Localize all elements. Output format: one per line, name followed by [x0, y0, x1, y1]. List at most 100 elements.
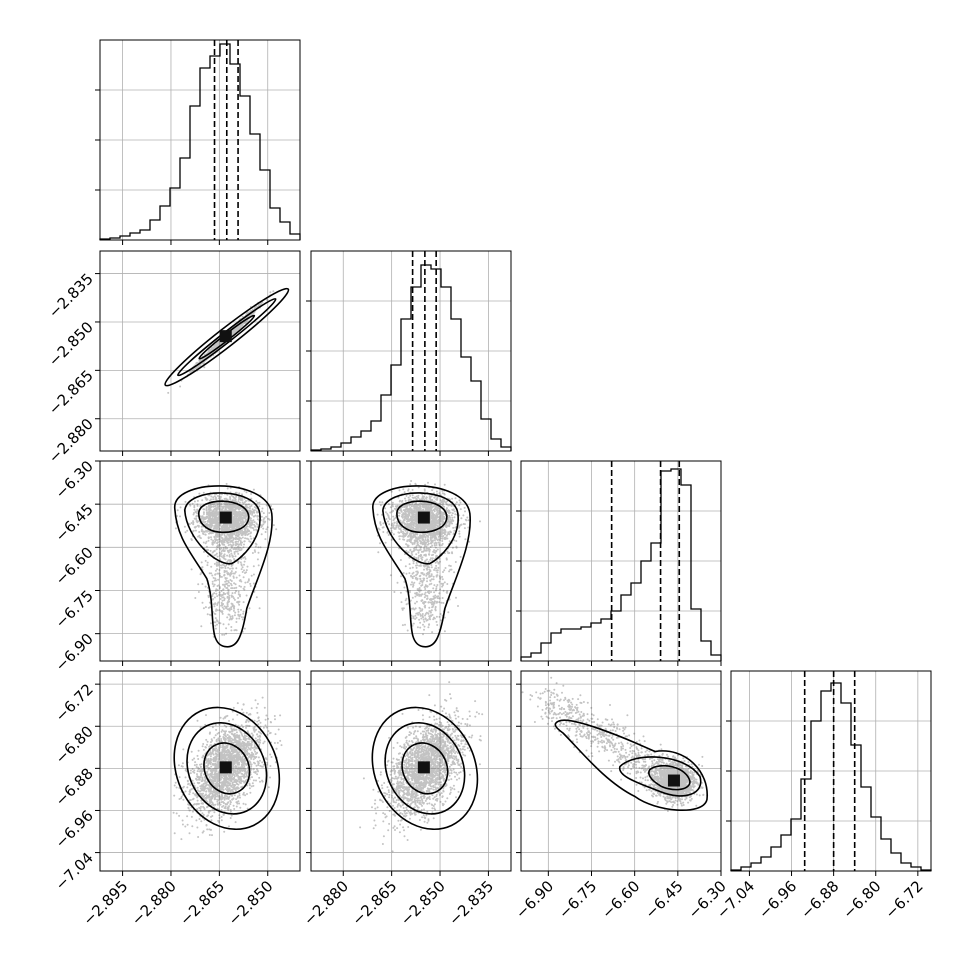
- scatter-point: [423, 554, 426, 556]
- scatter-point: [210, 347, 213, 350]
- scatter-point: [217, 513, 220, 516]
- scatter-point: [240, 529, 243, 532]
- scatter-point: [238, 325, 241, 328]
- scatter-point: [230, 570, 233, 573]
- scatter-point: [429, 509, 432, 512]
- scatter-point: [209, 530, 212, 533]
- scatter-point: [216, 620, 219, 623]
- scatter-point: [216, 507, 219, 510]
- scatter-point: [196, 510, 199, 513]
- scatter-point: [417, 486, 420, 489]
- scatter-point: [210, 524, 213, 527]
- scatter-point: [218, 609, 221, 612]
- scatter-point: [235, 512, 238, 515]
- scatter-point: [241, 520, 244, 523]
- scatter-point: [226, 524, 229, 527]
- scatter-point: [212, 520, 215, 522]
- scatter-point: [216, 503, 219, 506]
- scatter-point: [437, 533, 440, 536]
- scatter-point: [232, 519, 235, 521]
- scatter-point: [236, 523, 239, 526]
- scatter-point: [440, 511, 443, 514]
- scatter-point: [446, 525, 449, 527]
- scatter-point: [428, 574, 431, 577]
- scatter-point: [239, 324, 242, 326]
- scatter-point: [429, 538, 432, 541]
- scatter-point: [233, 558, 235, 560]
- scatter-point: [221, 539, 224, 541]
- scatter-point: [208, 518, 211, 520]
- scatter-point: [216, 522, 219, 525]
- scatter-point: [437, 522, 440, 525]
- scatter-point: [426, 580, 428, 583]
- scatter-point: [421, 496, 424, 499]
- scatter-point: [237, 597, 240, 599]
- scatter-point: [213, 346, 216, 349]
- scatter-point: [420, 584, 423, 587]
- scatter-point: [241, 521, 244, 524]
- scatter-point: [205, 506, 208, 509]
- scatter-point: [445, 508, 448, 511]
- scatter-point: [225, 497, 227, 500]
- scatter-point: [222, 596, 225, 599]
- scatter-point: [227, 527, 230, 530]
- scatter-point: [414, 511, 417, 514]
- scatter-point: [402, 520, 405, 523]
- scatter-point: [213, 549, 216, 552]
- scatter-point: [434, 523, 437, 526]
- scatter-point: [223, 541, 226, 544]
- scatter-point: [214, 526, 217, 529]
- scatter-point: [255, 507, 258, 510]
- scatter-point: [421, 608, 424, 611]
- scatter-point: [408, 590, 411, 592]
- histogram-panel-2: [516, 460, 722, 666]
- scatter-point: [428, 508, 431, 510]
- scatter-point: [234, 506, 237, 509]
- scatter-point: [233, 513, 236, 516]
- scatter-point: [408, 519, 411, 522]
- scatter-point: [434, 517, 436, 520]
- scatter-point: [233, 522, 236, 525]
- scatter-point: [234, 497, 236, 500]
- scatter-point: [412, 536, 415, 539]
- scatter-point: [230, 594, 233, 597]
- scatter-point: [237, 518, 240, 521]
- scatter-point: [393, 591, 396, 593]
- scatter-point: [411, 536, 414, 539]
- scatter-point: [385, 518, 388, 520]
- scatter-point: [409, 517, 412, 520]
- scatter-point: [234, 329, 236, 332]
- scatter-point: [228, 555, 231, 558]
- scatter-point: [237, 516, 240, 519]
- scatter-point: [215, 345, 218, 348]
- scatter-point: [400, 500, 403, 503]
- scatter-point: [423, 495, 426, 498]
- scatter-point: [444, 529, 447, 532]
- scatter-point: [207, 512, 210, 515]
- scatter-point: [191, 502, 194, 505]
- scatter-point: [231, 329, 234, 332]
- scatter-point: [231, 332, 234, 335]
- scatter-point: [236, 535, 239, 538]
- scatter-point: [405, 525, 408, 528]
- scatter-point: [409, 527, 412, 530]
- scatter-point: [408, 510, 411, 513]
- scatter-point: [445, 524, 448, 527]
- scatter-point: [416, 523, 419, 526]
- scatter-point: [218, 511, 220, 514]
- scatter-point: [204, 520, 207, 523]
- scatter-point: [232, 333, 235, 335]
- scatter-point: [230, 565, 233, 567]
- scatter-point: [434, 495, 437, 498]
- tick-label-x: −6.96: [755, 877, 800, 922]
- scatter-point: [213, 344, 216, 347]
- scatter-point: [442, 582, 445, 585]
- scatter-point: [399, 525, 402, 528]
- scatter-point: [196, 503, 199, 506]
- scatter-point: [226, 526, 229, 529]
- scatter-point: [216, 344, 218, 347]
- scatter-point: [235, 506, 238, 509]
- scatter-point: [224, 525, 226, 528]
- scatter-point: [423, 543, 426, 545]
- scatter-point: [225, 525, 228, 528]
